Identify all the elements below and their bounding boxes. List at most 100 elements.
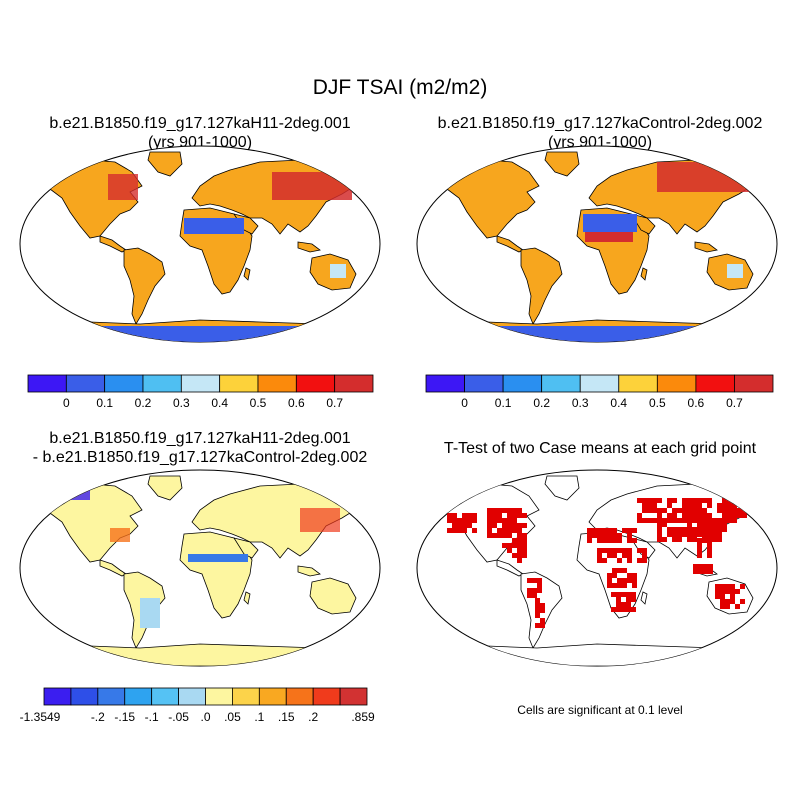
panel1-colorbar-label: 0.4 (211, 396, 228, 410)
significant-cell (502, 528, 507, 533)
significant-cell (732, 518, 737, 523)
significant-cell (687, 513, 692, 518)
significant-cell (626, 607, 631, 612)
significant-cell (617, 568, 622, 573)
panel1-colorbar-swatch (180, 374, 221, 393)
significant-cell (522, 548, 527, 553)
significant-cell (637, 558, 642, 563)
significant-cell (707, 532, 712, 537)
significant-cell (627, 528, 632, 533)
panel2-colorbar-swatch (464, 374, 504, 393)
panel3-colorbar-label: -.15 (114, 710, 136, 724)
significant-cell (682, 503, 687, 508)
significant-cell (617, 548, 622, 553)
significant-cell (512, 518, 517, 523)
significant-cell (617, 533, 622, 538)
significant-cell (527, 593, 532, 598)
significant-cell (687, 522, 692, 527)
significant-cell (642, 503, 647, 508)
significant-cell (707, 518, 712, 523)
significant-cell (727, 508, 732, 513)
significant-cell (712, 518, 717, 523)
significant-cell (517, 538, 522, 543)
significant-cell (712, 532, 717, 537)
significant-cell (632, 578, 637, 583)
significant-cell (535, 598, 540, 603)
significant-cell (707, 538, 712, 543)
significant-cell (657, 532, 662, 537)
panel2-colorbar-label: 0.4 (610, 396, 628, 410)
significant-cell (642, 548, 647, 553)
significant-cell (611, 607, 616, 612)
significant-cell (697, 532, 702, 537)
panel1-colorbar-swatch (104, 374, 144, 393)
significant-cell (612, 538, 617, 543)
significant-cell (512, 553, 517, 558)
panel2-colorbar (425, 374, 774, 393)
significant-cell (732, 508, 737, 513)
significant-cell (597, 533, 602, 538)
significant-cell (672, 518, 677, 523)
panel3-title-line2: - b.e21.B1850.f19_g17.127kaControl-2deg.… (32, 449, 368, 466)
significant-cell (730, 584, 735, 589)
significant-cell (502, 543, 507, 548)
significant-cell (682, 532, 687, 537)
significant-cell (657, 513, 662, 518)
panel3-colorbar-swatch (258, 687, 287, 706)
significant-cell (612, 573, 617, 578)
significant-cell (677, 532, 682, 537)
significant-cell (622, 568, 627, 573)
panel3-colorbar-swatch (205, 687, 233, 706)
significant-cell (492, 533, 497, 538)
significant-cell (647, 498, 652, 503)
significant-cell (517, 548, 522, 553)
significant-cell (497, 508, 502, 513)
significant-cell (522, 553, 527, 558)
significant-cell (462, 513, 467, 518)
significant-cell (631, 597, 636, 602)
significant-cell (517, 543, 522, 548)
significant-cell (602, 538, 607, 543)
panel2-colorbar-swatch (656, 374, 697, 393)
significant-cell (617, 538, 622, 543)
significant-cell (632, 538, 637, 543)
significant-cell (592, 533, 597, 538)
significant-cell (720, 604, 725, 609)
significant-cell (682, 498, 687, 503)
panel2-colorbar-swatch (695, 374, 735, 393)
significant-cell (677, 537, 682, 542)
significant-cell (512, 538, 517, 543)
significant-cell (687, 498, 692, 503)
significant-cell (732, 513, 737, 518)
significant-cell (592, 528, 597, 533)
significant-cell (672, 513, 677, 518)
panel2-colorbar-label: 0.5 (648, 396, 666, 410)
panel3-colorbar-label: -1.3549 (19, 710, 61, 724)
significant-cell (457, 528, 462, 533)
significant-cell (617, 583, 622, 588)
significant-cell (452, 523, 457, 528)
panel2-colorbar-label: 0.3 (571, 396, 589, 410)
significant-cell (540, 608, 545, 613)
significant-cell (707, 522, 712, 527)
significant-cell (727, 518, 732, 523)
panel1-map (19, 145, 381, 343)
significant-cell (722, 527, 727, 532)
significant-cell (622, 583, 627, 588)
significant-cell (707, 513, 712, 518)
significant-cell (662, 537, 667, 542)
significant-cell (672, 537, 677, 542)
significant-cell (457, 518, 462, 523)
significant-cell (616, 602, 621, 607)
significant-cell (657, 498, 662, 503)
panel3-colorbar-swatch (124, 687, 153, 706)
significant-cell (740, 599, 745, 604)
significant-cell (697, 513, 702, 518)
significant-cell (693, 564, 698, 569)
significant-cell (487, 518, 492, 523)
significant-cell (703, 569, 708, 574)
significant-cell (617, 558, 622, 563)
panel2-colorbar-label: 0.1 (494, 396, 512, 410)
significant-cell (517, 513, 522, 518)
significant-cell (715, 589, 720, 594)
